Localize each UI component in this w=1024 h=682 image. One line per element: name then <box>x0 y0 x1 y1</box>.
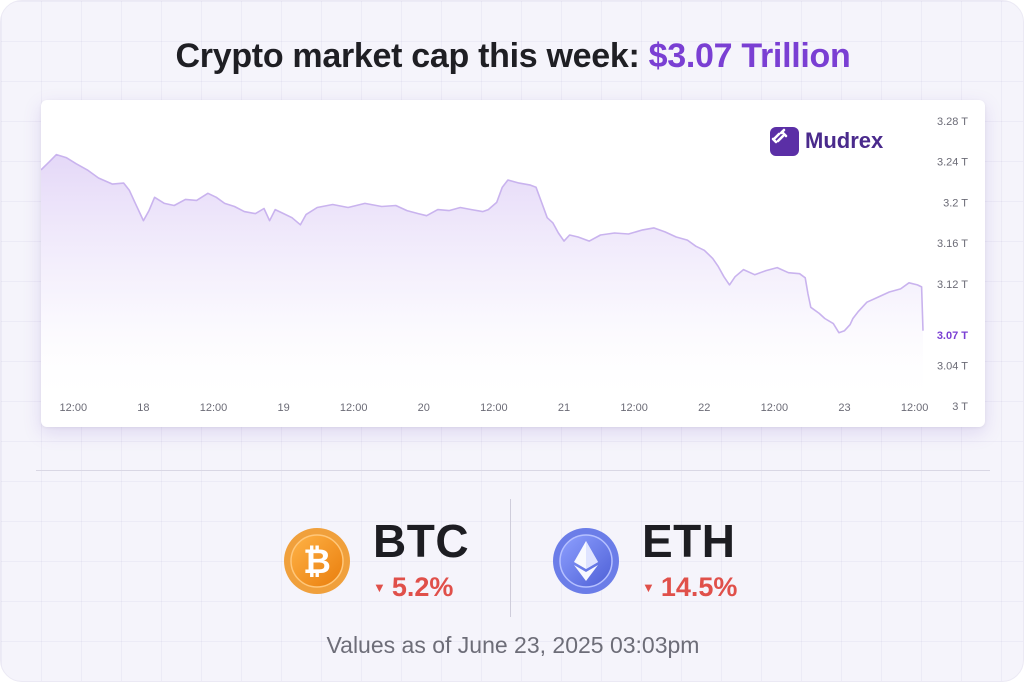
coin-btc: ₿ BTC ▼ 5.2% <box>283 518 469 603</box>
x-tick-label: 12:00 <box>620 402 648 414</box>
x-tick-label: 12:00 <box>480 402 508 414</box>
headline-value: $3.07 Trillion <box>648 37 851 75</box>
svg-text:₿: ₿ <box>303 542 331 582</box>
brand-name: Mudrex <box>805 128 884 153</box>
chart-canvas: 3.28 T 3.24 T 3.2 T 3.16 T 3.12 T 3.04 T 3 T 3.… <box>41 116 968 414</box>
headline-prefix: Crypto market cap this week: <box>175 37 649 75</box>
ethereum-icon <box>552 527 620 595</box>
y-tick-label: 3 T <box>952 401 968 413</box>
coin-divider <box>510 499 511 617</box>
x-tick-label: 20 <box>418 402 430 414</box>
x-tick-label: 23 <box>838 402 850 414</box>
x-tick-label: 12:00 <box>60 402 88 414</box>
x-tick-label: 12:00 <box>200 402 228 414</box>
btc-symbol: BTC <box>373 515 470 567</box>
y-tick-label: 3.04 T <box>937 360 968 372</box>
y-tick-label: 3.2 T <box>943 197 968 209</box>
bitcoin-icon: ₿ <box>283 527 351 595</box>
x-tick-label: 19 <box>277 402 289 414</box>
series-line <box>41 153 924 334</box>
x-tick-label: 12:00 <box>340 402 368 414</box>
coin-eth: ETH ▼ 14.5% <box>552 518 737 603</box>
btc-change-value: 5.2% <box>391 572 454 602</box>
y-tick-label: 3.16 T <box>937 238 968 250</box>
eth-symbol: ETH <box>642 515 736 567</box>
current-value-label: 3.07 T <box>937 330 968 342</box>
timestamp-note: Values as of June 23, 2025 03:03pm <box>326 632 700 658</box>
section-divider <box>36 470 990 471</box>
down-arrow-icon: ▼ <box>373 580 386 595</box>
x-tick-label: 12:00 <box>761 402 789 414</box>
x-tick-label: 18 <box>137 402 149 414</box>
series-area <box>41 154 923 406</box>
y-tick-label: 3.28 T <box>937 116 968 128</box>
x-tick-label: 12:00 <box>901 402 929 414</box>
brand-watermark: Mudrex <box>770 126 883 156</box>
x-tick-label: 21 <box>558 402 570 414</box>
eth-change: ▼ 14.5% <box>642 572 737 603</box>
eth-change-value: 14.5% <box>660 572 738 602</box>
y-tick-label: 3.12 T <box>937 279 968 291</box>
down-arrow-icon: ▼ <box>642 580 655 595</box>
market-cap-chart: 3.28 T 3.24 T 3.2 T 3.16 T 3.12 T 3.04 T 3 T 3.… <box>41 100 985 427</box>
mudrex-logo-icon <box>770 126 799 156</box>
x-tick-label: 22 <box>698 402 710 414</box>
headline: Crypto market cap this week: $3.07 Trill… <box>1 37 1024 76</box>
btc-change: ▼ 5.2% <box>373 572 469 603</box>
y-tick-label: 3.24 T <box>937 157 968 169</box>
